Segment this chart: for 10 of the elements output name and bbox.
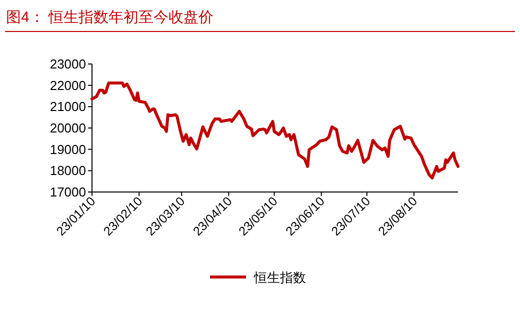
- y-tick-label: 17000: [50, 184, 86, 200]
- y-tick-label: 18000: [50, 163, 86, 178]
- y-tick-label: 22000: [50, 78, 86, 93]
- line-series: [90, 81, 460, 180]
- chart-title: 图4： 恒生指数年初至今收盘价: [6, 9, 214, 26]
- y-tick-label: 19000: [50, 142, 86, 157]
- legend-label: 恒生指数: [253, 270, 306, 285]
- y-tick-label: 20000: [50, 120, 86, 136]
- y-tick-label: 23000: [50, 56, 86, 72]
- y-tick-label: 21000: [50, 99, 86, 114]
